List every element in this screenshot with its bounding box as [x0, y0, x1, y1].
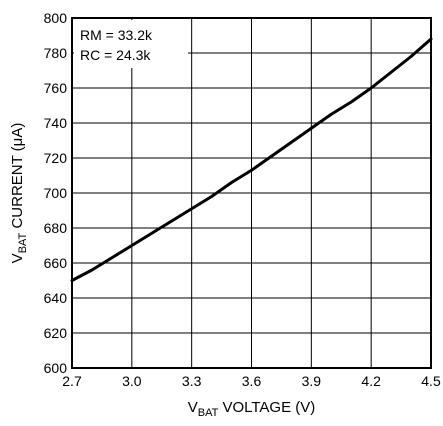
- y-tick-label: 620: [44, 325, 68, 341]
- series-layer: [70, 37, 433, 282]
- x-axis-label-rest: VOLTAGE (V): [218, 399, 315, 416]
- series-line: [70, 37, 433, 282]
- x-tick-label: 4.2: [361, 373, 381, 389]
- y-tick-label: 660: [44, 255, 68, 271]
- x-tick-label: 3.6: [242, 373, 262, 389]
- x-tick-label: 3.9: [302, 373, 322, 389]
- y-tick-label: 780: [44, 45, 68, 61]
- x-axis-label-main: V: [188, 399, 198, 416]
- y-axis-label-subscript: BAT: [17, 232, 29, 253]
- x-axis-label: VBAT VOLTAGE (V): [188, 399, 316, 419]
- x-axis-label-subscript: BAT: [198, 407, 219, 419]
- annotation-background: [74, 20, 188, 68]
- y-tick-label: 700: [44, 185, 68, 201]
- x-tick-label: 3.3: [182, 373, 202, 389]
- annotation-box: RM = 33.2k RC = 24.3k: [74, 20, 188, 68]
- y-axis-label: VBAT CURRENT (μA): [9, 123, 29, 264]
- y-tick-label: 640: [44, 290, 68, 306]
- y-tick-label: 600: [44, 360, 68, 376]
- y-tick-labels: 600 620 640 660 680 700 720 740 760 780 800: [44, 10, 68, 376]
- annotation-rm: RM = 33.2k: [80, 27, 153, 43]
- grid: [71, 17, 432, 369]
- x-tick-label: 3.0: [122, 373, 142, 389]
- x-tick-label: 4.5: [421, 373, 441, 389]
- x-tick-labels: 2.7 3.0 3.3 3.6 3.9 4.2 4.5: [62, 373, 441, 389]
- y-tick-label: 800: [44, 10, 68, 26]
- x-tick-label: 2.7: [62, 373, 82, 389]
- y-axis-label-rest: CURRENT (μA): [9, 123, 26, 233]
- plot-frame: [71, 17, 432, 369]
- y-tick-label: 760: [44, 80, 68, 96]
- y-tick-label: 720: [44, 150, 68, 166]
- y-axis-label-main: V: [9, 253, 26, 263]
- annotation-rc: RC = 24.3k: [80, 47, 151, 63]
- y-tick-label: 680: [44, 220, 68, 236]
- y-tick-label: 740: [44, 115, 68, 131]
